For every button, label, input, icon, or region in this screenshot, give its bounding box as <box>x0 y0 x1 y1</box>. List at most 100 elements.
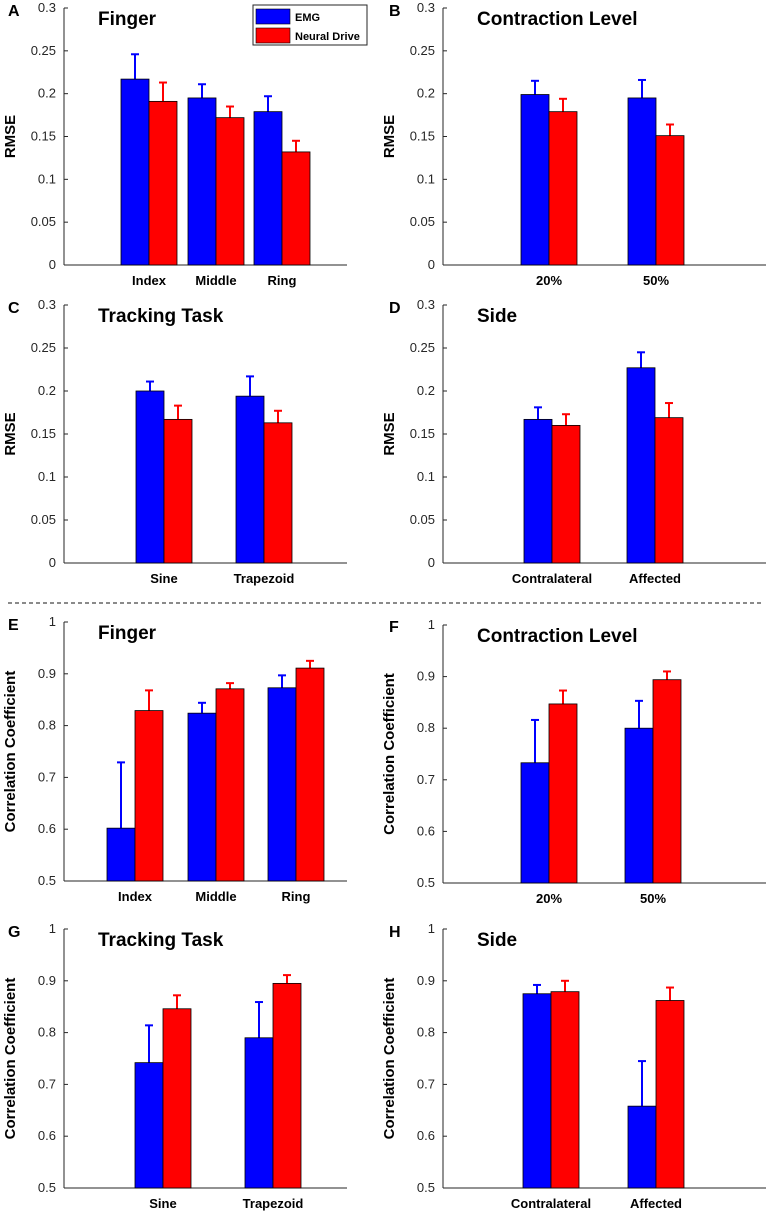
bar-neural-drive <box>163 418 193 564</box>
bar-emg <box>627 97 657 266</box>
chart-title: Contraction Level <box>477 626 637 647</box>
panel-letter: H <box>389 924 401 941</box>
y-tick-label: 0.6 <box>417 823 435 838</box>
bar-emg <box>520 762 550 884</box>
y-axis-label: RMSE <box>2 115 19 158</box>
bar-neural-drive <box>162 1008 192 1189</box>
y-tick-label: 0.3 <box>38 297 56 312</box>
panel-letter: F <box>389 619 399 636</box>
y-tick-label: 0.15 <box>410 129 435 144</box>
y-tick-label: 0.25 <box>31 340 56 355</box>
chart-panel-f: F 0.5 0.6 0.7 0.8 0.9 1 Correlation Coefficient… <box>381 617 766 906</box>
y-tick-label: 0.6 <box>38 821 56 836</box>
bar-emg <box>523 418 553 564</box>
y-tick-label: 0.25 <box>410 43 435 58</box>
bar-neural-drive <box>134 710 164 882</box>
y-tick-label: 0.7 <box>417 772 435 787</box>
bar-neural-drive <box>272 982 302 1189</box>
y-tick-label: 0 <box>428 257 435 272</box>
y-tick-label: 0.2 <box>38 383 56 398</box>
category-label: 50% <box>640 891 666 906</box>
y-tick-label: 0.1 <box>417 171 435 186</box>
chart-title: Finger <box>98 9 157 30</box>
bar-emg <box>106 827 136 882</box>
chart-panel-a: A 0 0.05 0.1 0.15 0.2 0.25 0.3 RMSE Finger Index Mi… <box>2 0 368 288</box>
bar-emg <box>187 97 217 266</box>
chart-panel-d: D 0 0.05 0.1 0.15 0.2 0.25 0.3 RMSE Side Contralat… <box>381 297 766 586</box>
y-tick-label: 0.05 <box>31 512 56 527</box>
y-tick-label: 0.9 <box>38 973 56 988</box>
y-tick-label: 0.05 <box>410 214 435 229</box>
bar-neural-drive <box>548 111 578 266</box>
y-tick-label: 0.5 <box>38 1180 56 1195</box>
y-tick-label: 0.8 <box>38 1025 56 1040</box>
y-tick-label: 0.3 <box>38 0 56 15</box>
category-label: Trapezoid <box>243 1196 304 1211</box>
y-axis-label: Correlation Coefficient <box>381 673 398 835</box>
category-label: Sine <box>150 571 177 586</box>
category-label: Ring <box>268 273 297 288</box>
bar-emg <box>134 1062 164 1189</box>
legend: EMG Neural Drive <box>252 4 368 46</box>
bar-neural-drive <box>550 991 580 1189</box>
bar-neural-drive <box>655 135 685 266</box>
bar-emg <box>187 712 217 882</box>
category-label: Ring <box>282 889 311 904</box>
chart-title: Tracking Task <box>98 306 224 327</box>
y-axis-label: RMSE <box>381 115 398 158</box>
bar-neural-drive <box>215 688 245 882</box>
bar-emg <box>267 687 297 882</box>
bar-neural-drive <box>295 667 325 882</box>
legend-label: Neural Drive <box>295 31 360 43</box>
bar-emg <box>624 727 654 884</box>
legend-label: EMG <box>295 12 320 24</box>
y-tick-label: 0.2 <box>417 86 435 101</box>
y-tick-label: 0.5 <box>417 875 435 890</box>
chart-title: Finger <box>98 623 157 644</box>
y-tick-label: 0.1 <box>38 171 56 186</box>
chart-title: Side <box>477 306 517 327</box>
y-tick-label: 0 <box>49 555 56 570</box>
y-axis-label: Correlation Coefficient <box>2 978 19 1140</box>
category-label: Index <box>132 273 167 288</box>
panel-letter: D <box>389 300 401 317</box>
legend-swatch <box>255 27 291 44</box>
chart-panel-h: H 0.5 0.6 0.7 0.8 0.9 1 Correlation Coefficient… <box>381 921 766 1211</box>
bar-emg <box>626 367 656 564</box>
y-tick-label: 0.8 <box>417 720 435 735</box>
y-tick-label: 1 <box>428 617 435 632</box>
bar-neural-drive <box>148 100 178 266</box>
y-tick-label: 0 <box>49 257 56 272</box>
chart-panel-b: B 0 0.05 0.1 0.15 0.2 0.25 0.3 RMSE Contraction L… <box>381 0 766 288</box>
y-tick-label: 0.05 <box>410 512 435 527</box>
category-label: Affected <box>630 1196 682 1211</box>
category-label: Index <box>118 889 153 904</box>
y-tick-label: 0.7 <box>38 769 56 784</box>
y-tick-label: 0.7 <box>417 1076 435 1091</box>
panel-letter: E <box>8 617 19 634</box>
y-tick-label: 0.8 <box>38 718 56 733</box>
bar-emg <box>522 993 552 1189</box>
bar-emg <box>235 395 265 564</box>
y-tick-label: 0.6 <box>38 1128 56 1143</box>
y-tick-label: 0 <box>428 555 435 570</box>
bar-neural-drive <box>263 422 293 564</box>
y-tick-label: 0.5 <box>417 1180 435 1195</box>
y-tick-label: 0.25 <box>410 340 435 355</box>
chart-panel-c: C 0 0.05 0.1 0.15 0.2 0.25 0.3 RMSE Tracking Task… <box>2 297 347 586</box>
chart-panel-g: G 0.5 0.6 0.7 0.8 0.9 1 Correlation Coefficient… <box>2 921 347 1211</box>
y-tick-label: 0.3 <box>417 297 435 312</box>
bar-emg <box>253 111 283 266</box>
bar-emg <box>520 94 550 266</box>
chart-title: Tracking Task <box>98 930 224 951</box>
y-tick-label: 1 <box>49 921 56 936</box>
y-tick-label: 1 <box>428 921 435 936</box>
y-tick-label: 0.7 <box>38 1076 56 1091</box>
y-tick-label: 0.6 <box>417 1128 435 1143</box>
bar-neural-drive <box>281 151 311 266</box>
category-label: 20% <box>536 891 562 906</box>
category-label: Sine <box>149 1196 176 1211</box>
panel-letter: A <box>8 3 20 20</box>
bar-emg <box>244 1037 274 1189</box>
